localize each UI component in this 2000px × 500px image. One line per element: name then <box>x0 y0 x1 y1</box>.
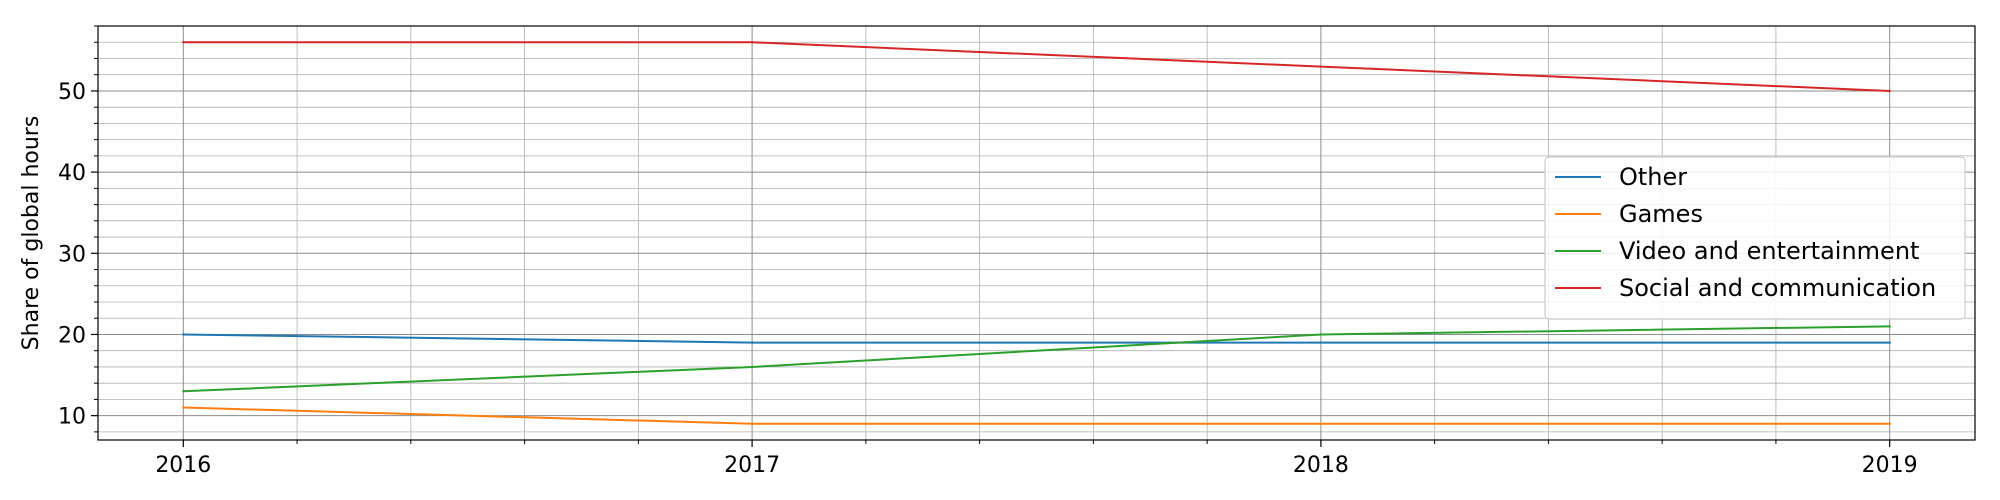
data-point-video-and-entertainment <box>750 365 754 369</box>
series-lines <box>182 41 1891 425</box>
legend-label-video-and-entertainment: Video and entertainment <box>1619 237 1919 265</box>
legend-label-games: Games <box>1619 200 1703 228</box>
series-line-social-and-communication <box>183 41 1890 92</box>
series-line-video-and-entertainment <box>183 325 1890 393</box>
y-tick-label: 10 <box>58 405 86 430</box>
data-point-games <box>182 406 185 409</box>
y-tick-label: 20 <box>58 323 86 348</box>
series-line-other <box>183 333 1890 344</box>
y-tick-label: 50 <box>58 80 86 105</box>
data-point-other <box>750 341 754 344</box>
plot-frame <box>97 25 1976 441</box>
data-point-games <box>1888 422 1891 425</box>
data-point-video-and-entertainment <box>1319 333 1323 336</box>
data-point-other <box>1319 341 1323 344</box>
x-tick-label: 2018 <box>1293 453 1349 478</box>
legend-label-social-and-communication: Social and communication <box>1619 274 1936 302</box>
x-tick-label: 2016 <box>155 453 211 478</box>
series-line-games <box>183 406 1890 425</box>
y-axis-label: Share of global hours <box>19 116 44 351</box>
x-tick-label: 2019 <box>1862 453 1918 478</box>
data-point-other <box>182 333 185 336</box>
legend-label-other: Other <box>1619 163 1687 191</box>
data-point-video-and-entertainment <box>1888 325 1891 328</box>
x-tick-label: 2017 <box>724 453 780 478</box>
y-tick-label: 40 <box>58 161 86 186</box>
legend-box <box>1544 156 1966 320</box>
data-point-video-and-entertainment <box>182 390 185 393</box>
data-point-social-and-communication <box>750 41 754 44</box>
grid <box>98 25 1975 440</box>
data-point-games <box>750 422 754 425</box>
data-point-social-and-communication <box>1888 89 1891 93</box>
axis-ticks: 10 20 30 40 50 2016 2017 2018 2019 <box>58 25 1918 478</box>
data-point-social-and-communication <box>1319 65 1323 68</box>
legend: Other Games Video and entertainment Social … <box>1544 156 1966 320</box>
data-point-other <box>1888 341 1891 344</box>
y-tick-label: 30 <box>58 242 86 267</box>
data-point-social-and-communication <box>182 41 185 44</box>
data-point-games <box>1319 422 1323 425</box>
